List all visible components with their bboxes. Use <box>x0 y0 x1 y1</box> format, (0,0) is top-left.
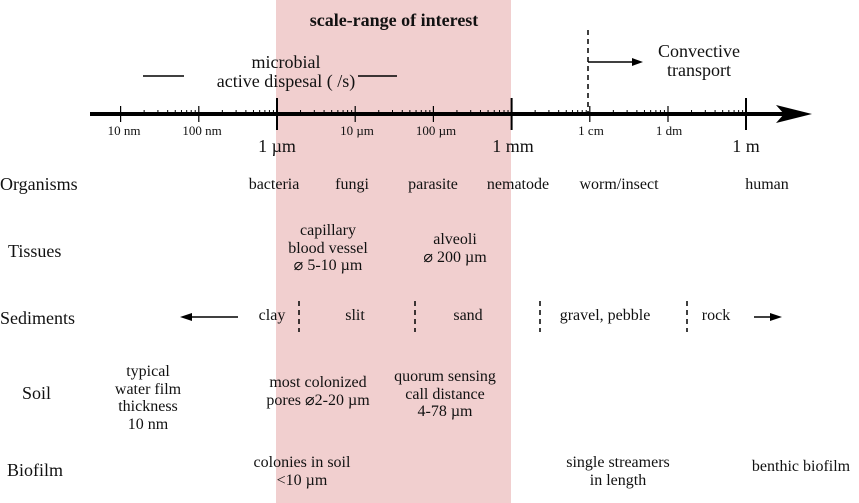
tick-label-1m: 1 m <box>732 136 760 156</box>
row-label-biofilm: Biofilm <box>7 460 64 480</box>
tissue-alveoli: alveoli ⌀ 200 µm <box>423 231 486 266</box>
organism-bacteria: bacteria <box>248 176 300 193</box>
soil-water-film-line-1: typical <box>126 363 170 380</box>
row-label-tissues: Tissues <box>8 241 62 261</box>
biofilm-streamers-line-1: single streamers <box>566 454 670 471</box>
tissue-capillary-line-2: blood vessel <box>288 239 368 257</box>
tick-label-1mm: 1 mm <box>492 136 534 156</box>
sediment-right-arrowhead <box>770 313 782 321</box>
soil-quorum-sensing: quorum sensing call distance 4-78 µm <box>394 368 496 421</box>
axis-arrowhead <box>776 105 812 123</box>
sediment-slit: slit <box>345 307 365 324</box>
sediment-clay: clay <box>258 307 286 324</box>
tissue-capillary-line-3: ⌀ 5-10 µm <box>293 257 363 275</box>
tissue-alveoli-line-1: alveoli <box>433 231 477 248</box>
tick-label-1um: 1 µm <box>258 136 296 156</box>
scale-range-band <box>276 0 511 503</box>
row-label-organisms: Organisms <box>0 174 78 194</box>
biofilm-colonies: colonies in soil <10 µm <box>254 454 351 489</box>
soil-colonized-pores-line-2: pores ⌀2-20 µm <box>266 391 370 409</box>
soil-water-film: typical water film thickness 10 nm <box>115 363 181 433</box>
soil-colonized-pores-line-1: most colonized <box>269 374 367 391</box>
biofilm-benthic: benthic biofilm <box>751 458 851 476</box>
convective-line-1: Convective <box>658 41 740 61</box>
tick-label-1cm: 1 cm <box>578 123 604 138</box>
biofilm-colonies-line-1: colonies in soil <box>253 454 351 471</box>
row-label-soil: Soil <box>22 383 52 403</box>
tick-label-1dm: 1 dm <box>655 123 683 138</box>
tick-label-100nm: 100 nm <box>182 123 222 138</box>
sediment-sand: sand <box>453 307 483 324</box>
convective-arrowhead <box>632 58 643 66</box>
tissue-alveoli-line-2: ⌀ 200 µm <box>423 248 487 266</box>
row-label-sediments: Sediments <box>0 308 75 328</box>
organism-nematode: nematode <box>486 176 550 193</box>
tissue-capillary: capillary blood vessel ⌀ 5-10 µm <box>288 222 368 275</box>
tick-label-10um: 10 µm <box>340 123 374 138</box>
band-title: scale-range of interest <box>309 10 479 30</box>
microbial-line-1: microbial <box>251 52 321 72</box>
soil-water-film-line-3: thickness <box>118 398 178 416</box>
organism-parasite: parasite <box>408 176 458 193</box>
biofilm-colonies-line-2: <10 µm <box>276 471 328 489</box>
microbial-line-2: active dispesal ( /s) <box>216 70 356 91</box>
tick-label-10nm: 10 nm <box>107 123 141 138</box>
soil-quorum-sensing-line-3: 4-78 µm <box>417 403 473 421</box>
biofilm-benthic-line-1: benthic biofilm <box>751 458 851 475</box>
sediment-left-arrowhead <box>180 313 192 321</box>
biofilm-streamers-line-2: in length <box>589 471 647 489</box>
tissue-capillary-line-1: capillary <box>300 222 356 239</box>
sediment-rock: rock <box>701 307 731 324</box>
soil-colonized-pores: most colonized pores ⌀2-20 µm <box>266 374 369 409</box>
tick-label-100um: 100 µm <box>415 123 457 138</box>
soil-quorum-sensing-line-2: call distance <box>405 385 485 403</box>
organism-human: human <box>745 176 789 193</box>
soil-water-film-line-4: 10 nm <box>127 415 169 433</box>
organism-worm-insect: worm/insect <box>579 176 659 193</box>
organism-fungi: fungi <box>335 176 369 193</box>
sediment-gravel-pebble: gravel, pebble <box>559 307 651 324</box>
biofilm-streamers: single streamers in length <box>566 454 670 489</box>
soil-quorum-sensing-line-1: quorum sensing <box>394 368 496 385</box>
convective-line-2: transport <box>667 59 731 80</box>
convective-transport-label: Convective transport <box>658 42 740 80</box>
soil-water-film-line-2: water film <box>114 380 182 398</box>
microbial-dispersal-label: microbial active dispesal ( /s) <box>217 53 355 91</box>
